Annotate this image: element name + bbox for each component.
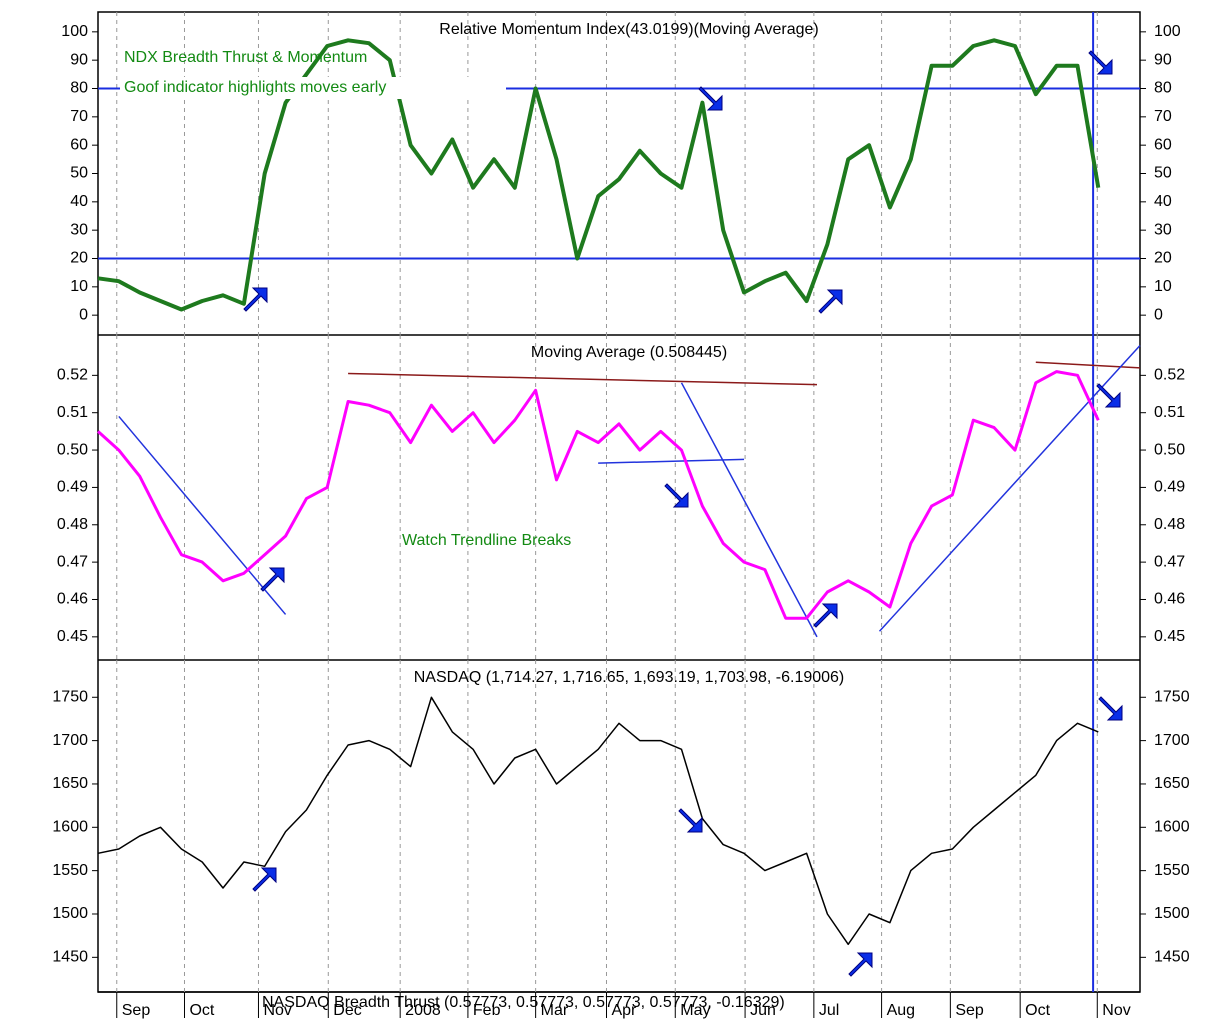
y-tick-label: 1600 bbox=[52, 819, 88, 836]
annotation: NDX Breadth Thrust & Momentum bbox=[124, 49, 367, 66]
y-tick-label: 0.49 bbox=[57, 479, 88, 496]
y-tick-label: 0.50 bbox=[57, 441, 88, 458]
x-tick-label: Feb bbox=[473, 1002, 501, 1019]
y-tick-label: 50 bbox=[1154, 165, 1172, 182]
arrow-icon bbox=[1098, 696, 1123, 721]
x-tick-label: Nov bbox=[263, 1002, 291, 1019]
y-tick-label: 0.45 bbox=[57, 628, 88, 645]
frame bbox=[97, 11, 1141, 993]
y-tick-label: 20 bbox=[1154, 250, 1172, 267]
y-tick-label: 0.51 bbox=[57, 404, 88, 421]
y-tick-label: 60 bbox=[1154, 136, 1172, 153]
y-tick-label: 90 bbox=[1154, 51, 1172, 68]
arrow-icon bbox=[848, 952, 873, 977]
arrow-icon bbox=[1096, 383, 1121, 408]
y-tick-label: 0.51 bbox=[1154, 404, 1185, 421]
series-line bbox=[97, 696, 1099, 946]
x-tick-label: Oct bbox=[1025, 1002, 1050, 1019]
trendline bbox=[878, 344, 1141, 632]
y-tick-label: 0.48 bbox=[57, 516, 88, 533]
arrow-icon bbox=[813, 603, 838, 628]
panel-title: NASDAQ (1,714.27, 1,716.65, 1,693.19, 1,… bbox=[414, 669, 845, 686]
y-tick-label: 1700 bbox=[52, 732, 88, 749]
y-tick-label: 1600 bbox=[1154, 819, 1190, 836]
panel-title: Moving Average (0.508445) bbox=[531, 344, 727, 361]
y-tick-label: 1650 bbox=[1154, 775, 1190, 792]
y-tick-label: 30 bbox=[70, 221, 88, 238]
trendline bbox=[118, 415, 287, 615]
arrow-icon bbox=[252, 867, 277, 892]
annotation: Goof indicator highlights moves early bbox=[124, 79, 386, 96]
y-tick-label: 0.45 bbox=[1154, 628, 1185, 645]
series-line bbox=[97, 38, 1101, 312]
footer-label: NASDAQ Breadth Thrust (0.57773, 0.57773,… bbox=[262, 994, 785, 1011]
y-tick-label: 90 bbox=[70, 51, 88, 68]
trendline bbox=[680, 382, 818, 638]
y-tick-label: 1450 bbox=[1154, 949, 1190, 966]
x-tick-label: Oct bbox=[189, 1002, 214, 1019]
y-tick-label: 1750 bbox=[1154, 688, 1190, 705]
arrow-icon bbox=[260, 567, 285, 592]
y-tick-label: 0.52 bbox=[57, 367, 88, 384]
plot-layer: 0 0 10 10 20 20 30 30 40 40 50 50 60 60 70 70 80 80 90 90 10… bbox=[52, 12, 1190, 1019]
trendline bbox=[348, 372, 817, 386]
y-tick-label: 0.46 bbox=[57, 591, 88, 608]
y-tick-label: 0 bbox=[1154, 306, 1163, 323]
y-tick-label: 10 bbox=[70, 278, 88, 295]
y-tick-label: 1500 bbox=[52, 905, 88, 922]
y-tick-label: 1700 bbox=[1154, 732, 1190, 749]
x-tick-label: Dec bbox=[333, 1002, 361, 1019]
y-tick-label: 50 bbox=[70, 165, 88, 182]
y-tick-label: 0.49 bbox=[1154, 479, 1185, 496]
y-tick-label: 100 bbox=[61, 23, 88, 40]
y-tick-label: 0.47 bbox=[57, 553, 88, 570]
x-tick-label: Jul bbox=[819, 1002, 839, 1019]
x-tick-label: 2008 bbox=[405, 1002, 441, 1019]
arrow-icon bbox=[818, 289, 843, 314]
arrow-icon bbox=[678, 808, 703, 833]
x-tick-label: Nov bbox=[1102, 1002, 1130, 1019]
y-tick-label: 1450 bbox=[52, 949, 88, 966]
y-tick-label: 0.50 bbox=[1154, 441, 1185, 458]
y-tick-label: 40 bbox=[1154, 193, 1172, 210]
trendline bbox=[1035, 361, 1141, 369]
annotation: Watch Trendline Breaks bbox=[402, 532, 571, 549]
y-tick-label: 30 bbox=[1154, 221, 1172, 238]
y-tick-label: 0.47 bbox=[1154, 553, 1185, 570]
annotation-bg bbox=[120, 77, 506, 99]
y-tick-label: 100 bbox=[1154, 23, 1181, 40]
y-tick-label: 70 bbox=[1154, 108, 1172, 125]
y-tick-label: 70 bbox=[70, 108, 88, 125]
x-tick-label: Mar bbox=[541, 1002, 569, 1019]
x-tick-label: May bbox=[680, 1002, 710, 1019]
y-tick-label: 0.48 bbox=[1154, 516, 1185, 533]
y-tick-label: 1500 bbox=[1154, 905, 1190, 922]
x-tick-label: Sep bbox=[955, 1002, 984, 1019]
trendline bbox=[598, 458, 745, 464]
y-tick-label: 0.46 bbox=[1154, 591, 1185, 608]
y-tick-label: 40 bbox=[70, 193, 88, 210]
y-tick-label: 60 bbox=[70, 136, 88, 153]
y-tick-label: 0.52 bbox=[1154, 367, 1185, 384]
y-tick-label: 20 bbox=[70, 250, 88, 267]
panel-title: Relative Momentum Index(43.0199)(Moving … bbox=[439, 21, 818, 38]
arrow-icon bbox=[664, 483, 689, 508]
y-tick-label: 80 bbox=[70, 80, 88, 97]
x-tick-label: Jun bbox=[750, 1002, 776, 1019]
x-tick-label: Aug bbox=[887, 1002, 915, 1019]
y-tick-label: 1550 bbox=[52, 862, 88, 879]
x-tick-label: Apr bbox=[611, 1002, 637, 1019]
y-tick-label: 0 bbox=[79, 306, 88, 323]
y-tick-label: 80 bbox=[1154, 80, 1172, 97]
y-tick-label: 10 bbox=[1154, 278, 1172, 295]
y-tick-label: 1750 bbox=[52, 688, 88, 705]
y-tick-label: 1650 bbox=[52, 775, 88, 792]
series-line bbox=[96, 370, 1100, 620]
y-tick-label: 1550 bbox=[1154, 862, 1190, 879]
arrows bbox=[243, 50, 1123, 977]
x-tick-label: Sep bbox=[122, 1002, 151, 1019]
